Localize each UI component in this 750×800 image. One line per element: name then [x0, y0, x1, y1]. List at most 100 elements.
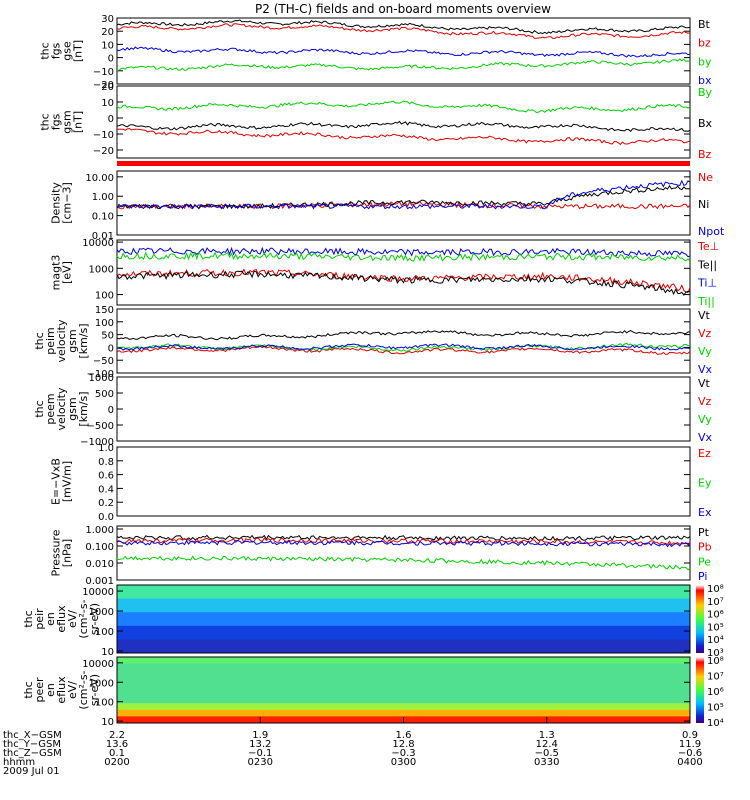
- y-tick-label: 30: [101, 14, 114, 25]
- y-tick-label: 0.010: [85, 559, 114, 570]
- spectrogram-band: [117, 612, 690, 620]
- legend-Bt: Bt: [698, 18, 711, 31]
- x-tick-label: 0230: [248, 757, 273, 768]
- spectrogram-band: [117, 591, 690, 600]
- y-axis-label: gse: [61, 41, 74, 61]
- colorbar-tick-label: 10⁶: [707, 687, 724, 698]
- legend-Vt: Vt: [698, 309, 711, 322]
- y-axis-label: thc: [33, 400, 46, 417]
- spectrogram-band: [117, 625, 690, 634]
- colorbar-tick-label: 10⁴: [707, 718, 724, 729]
- legend-Ni: Ni: [698, 198, 709, 211]
- legend-Vz: Vz: [698, 395, 712, 408]
- legend-bz: bz: [698, 37, 711, 50]
- y-tick-label: 10: [101, 98, 114, 109]
- y-axis-label: fgs: [50, 113, 63, 130]
- legend-Vy: Vy: [698, 345, 712, 358]
- y-tick-label: 0.001: [85, 576, 114, 587]
- panel-density: 10.00 1.00 0.10 0.01 Density[cm−3] Ne Ni Npot: [50, 170, 725, 242]
- y-axis-label: [eV]: [61, 261, 74, 284]
- panel-frame: [116, 446, 691, 517]
- panel-peim_v: 150 100 500 −50 −100 thcpeimvelocitygsm[km/s]…: [33, 305, 713, 380]
- series-Ni: [116, 184, 691, 210]
- y-axis-label: thc: [39, 113, 52, 130]
- y-axis-label: gsm: [66, 329, 79, 352]
- legend-Vy: Vy: [698, 413, 712, 426]
- y-tick-label: 0.0: [98, 512, 114, 523]
- y-tick-label: −100: [87, 369, 114, 380]
- y-axis-label: peir: [33, 608, 46, 630]
- x-tick-label: 13.6: [106, 739, 128, 750]
- colorbar: [696, 585, 704, 653]
- x-row-label: thc_Z−GSM: [3, 748, 62, 759]
- legend-Ez: Ez: [698, 447, 711, 460]
- colorbar-tick-label: 10⁴: [707, 635, 724, 646]
- x-tick-label: −0.5: [535, 748, 559, 759]
- x-tick-label: 12.8: [392, 739, 414, 750]
- colorbar-tick-label: 10⁷: [707, 672, 724, 683]
- x-tick-label: −0.1: [248, 748, 272, 759]
- spectrogram-band: [117, 632, 690, 640]
- y-axis-label: Pressure: [50, 529, 63, 576]
- series-Bx: [116, 120, 691, 133]
- y-axis-label: sr-eV): [88, 603, 101, 635]
- y-axis-label: thc: [33, 332, 46, 349]
- legend-Pi: Pi: [698, 570, 707, 583]
- x-row-label: thc_Y−GSM: [3, 739, 61, 750]
- series-Pi: [116, 539, 691, 548]
- panel-frame: [116, 376, 691, 442]
- spectrogram-band: [117, 646, 690, 654]
- panel-frame: [116, 525, 691, 581]
- legend-Ey: Ey: [698, 477, 712, 490]
- series-Pt: [116, 534, 691, 542]
- y-axis-label: [nPa]: [61, 539, 74, 567]
- spectrogram-band: [117, 585, 690, 593]
- legend-Vx: Vx: [698, 363, 713, 376]
- y-axis-label: [km/s]: [77, 391, 90, 426]
- y-tick-label: 0.01: [92, 231, 114, 242]
- panel-peer: 10⁸ 10⁷ 10⁶ 10⁵ 10⁴ 10000 1000 100 10 thcpeerenef…: [22, 656, 724, 729]
- y-tick-label: 1000: [89, 264, 114, 275]
- y-tick-label: 100: [95, 698, 114, 709]
- legend-By: By: [698, 86, 713, 99]
- y-tick-label: 150: [95, 305, 114, 316]
- y-axis-label: [nT]: [72, 40, 85, 62]
- x-tick-label: 0.9: [682, 730, 698, 741]
- y-axis-label: eflux: [55, 676, 68, 704]
- x-tick-label: −0.6: [678, 748, 702, 759]
- x-row-label: hhmm: [3, 757, 35, 768]
- x-tick-label: 13.2: [249, 739, 271, 750]
- legend-Vt: Vt: [698, 377, 711, 390]
- panel-peir: 10⁸10⁷10⁶10⁵10⁴10³10000100010010thcpeire…: [22, 584, 724, 659]
- y-tick-label: −500: [87, 421, 114, 432]
- series-bx: [116, 46, 691, 58]
- plot-title: P2 (TH-C) fields and on-board moments ov…: [255, 2, 551, 16]
- colorbar-tick-label: 10⁸: [707, 584, 724, 595]
- spectrogram-band: [117, 690, 690, 698]
- panel-frame: [116, 308, 691, 374]
- spectrogram-band: [117, 703, 690, 711]
- x-tick-label: 0330: [534, 757, 559, 768]
- x-tick-label: 11.9: [679, 739, 701, 750]
- date-label: 2009 Jul 01: [3, 766, 60, 777]
- panel-efield: 1.0 0.8 0.6 0.4 0.2 0.0 E=−VxB[mV/m] Ez Ey Ex: [50, 443, 712, 523]
- colorbar-tick-label: 10⁷: [707, 597, 724, 608]
- spectrogram-band: [117, 605, 690, 613]
- y-axis-label: [nT]: [72, 111, 85, 133]
- series-bz: [116, 23, 691, 39]
- legend-Ti⊥: Ti⊥: [697, 277, 717, 290]
- y-axis-label: E=−VxB: [50, 458, 63, 505]
- legend-Bx: Bx: [698, 117, 713, 130]
- y-axis-label: fgs: [50, 42, 63, 59]
- spectrogram-band: [117, 639, 690, 647]
- y-axis-label: eV/: [66, 610, 79, 628]
- y-tick-label: 100: [95, 627, 114, 638]
- series-Pb: [116, 537, 691, 546]
- spectrogram-band: [117, 696, 690, 704]
- spectrogram-band: [117, 598, 690, 606]
- y-axis-label: [mV/m]: [61, 461, 74, 502]
- y-axis-label: en: [44, 683, 57, 697]
- y-tick-label: 0: [108, 114, 114, 125]
